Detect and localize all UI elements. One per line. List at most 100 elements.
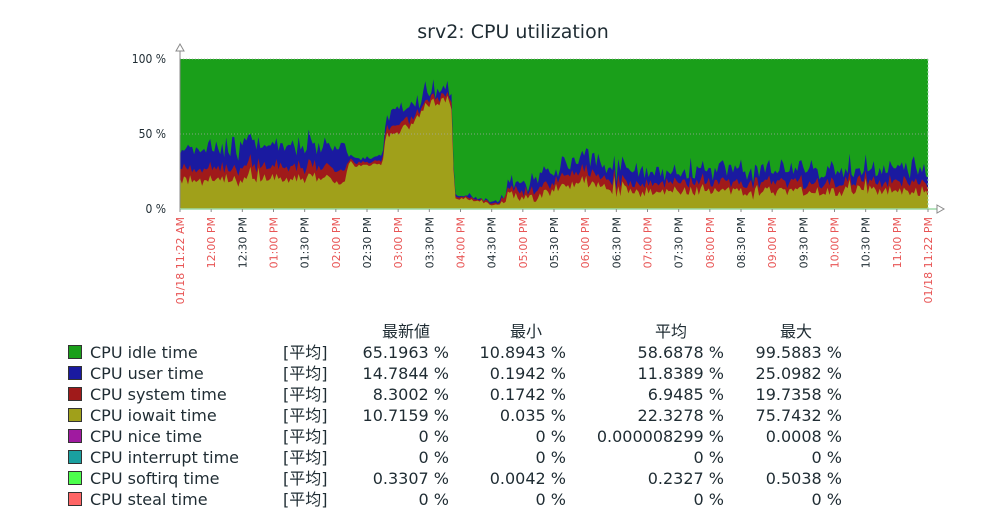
legend-function: [平均] (283, 469, 328, 488)
x-axis-arrow (936, 204, 946, 214)
x-tick-label: 05:00 PM (517, 217, 530, 268)
series-iowait-area (180, 95, 928, 209)
legend-last-value: 14.7844 % (362, 364, 449, 383)
x-tick-label: 07:00 PM (642, 217, 655, 268)
legend-row: CPU system time [平均] 8.3002 % 0.1742 % 6.948… (66, 384, 866, 405)
legend-min-value: 0 % (535, 490, 566, 509)
x-tick-label: 06:30 PM (610, 217, 623, 268)
x-tick-label: 02:30 PM (361, 217, 374, 268)
legend-avg-value: 0 % (693, 448, 724, 467)
y-tick-label: 100 % (132, 52, 166, 66)
legend-last-value: 10.7159 % (362, 406, 449, 425)
x-tick-label: 04:00 PM (455, 217, 468, 268)
legend-function: [平均] (283, 343, 328, 362)
legend-row: CPU user time [平均] 14.7844 % 0.1942 % 11.838… (66, 363, 866, 384)
chart-title: srv2: CPU utilization (417, 21, 609, 43)
legend-swatch (68, 366, 82, 380)
x-tick-label: 12:30 PM (236, 217, 249, 268)
x-tick-label: 09:30 PM (797, 217, 810, 268)
x-tick-label: 01:30 PM (299, 217, 312, 268)
legend-min-value: 0.0042 % (489, 469, 566, 488)
x-tick-label: 04:30 PM (486, 217, 499, 268)
legend-last-value: 0 % (418, 427, 449, 446)
legend-avg-value: 0 % (693, 490, 724, 509)
legend-avg-value: 0.000008299 % (596, 427, 724, 446)
legend-min-value: 0 % (535, 427, 566, 446)
y-axis-arrow (175, 42, 185, 52)
header-max: 最大 (779, 322, 812, 341)
legend-swatch (68, 408, 82, 422)
cpu-utilization-chart: srv2: CPU utilization 100 % 50 % 0 % 01/18 … (132, 21, 946, 304)
legend-series-name: CPU system time (90, 385, 227, 404)
legend-avg-value: 22.3278 % (637, 406, 724, 425)
legend-series-name: CPU steal time (90, 490, 208, 509)
x-tick-label: 06:00 PM (579, 217, 592, 268)
legend-rows: CPU idle time [平均] 65.1963 % 10.8943 % 58.68… (66, 342, 866, 510)
legend-row: CPU steal time [平均] 0 % 0 % 0 % 0 % (66, 489, 866, 510)
legend-max-value: 0.5038 % (765, 469, 842, 488)
header-avg: 平均 (654, 322, 687, 341)
legend-min-value: 10.8943 % (479, 343, 566, 362)
legend-function: [平均] (283, 490, 328, 509)
plot-area (180, 59, 928, 210)
legend-last-value: 0 % (418, 490, 449, 509)
header-last: 最新値 (381, 322, 430, 341)
x-tick-label: 07:30 PM (673, 217, 686, 268)
legend-series-name: CPU idle time (90, 343, 198, 362)
x-tick-label: 10:30 PM (860, 217, 873, 268)
legend-series-name: CPU user time (90, 364, 204, 383)
x-tick-label: 03:00 PM (392, 217, 405, 268)
legend-last-value: 0.3307 % (372, 469, 449, 488)
legend-last-value: 0 % (418, 448, 449, 467)
legend-function: [平均] (283, 427, 328, 446)
x-tick-label: 08:30 PM (735, 217, 748, 268)
x-tick-label: 10:00 PM (829, 217, 842, 268)
legend-min-value: 0.035 % (499, 406, 566, 425)
legend: 最新値 最小 平均 最大 CPU idle time [平均] 65.1963 % 1… (66, 321, 866, 510)
legend-row: CPU nice time [平均] 0 % 0 % 0.000008299 % 0.00… (66, 426, 866, 447)
legend-header: 最新値 最小 平均 最大 (66, 321, 866, 342)
legend-avg-value: 0.2327 % (647, 469, 724, 488)
legend-row: CPU softirq time [平均] 0.3307 % 0.0042 % 0.23… (66, 468, 866, 489)
legend-last-value: 8.3002 % (372, 385, 449, 404)
legend-min-value: 0.1742 % (489, 385, 566, 404)
x-tick-label: 12:00 PM (205, 217, 218, 268)
legend-swatch (68, 429, 82, 443)
legend-min-value: 0 % (535, 448, 566, 467)
x-tick-label: 11:00 PM (891, 217, 904, 268)
legend-avg-value: 6.9485 % (647, 385, 724, 404)
y-tick-label: 50 % (139, 127, 166, 141)
legend-series-name: CPU iowait time (90, 406, 217, 425)
legend-swatch (68, 387, 82, 401)
legend-row: CPU interrupt time [平均] 0 % 0 % 0 % 0 % (66, 447, 866, 468)
x-tick-label: 05:30 PM (548, 217, 561, 268)
legend-max-value: 0.0008 % (765, 427, 842, 446)
legend-avg-value: 11.8389 % (637, 364, 724, 383)
x-tick-label: 09:00 PM (766, 217, 779, 268)
legend-series-name: CPU softirq time (90, 469, 220, 488)
legend-function: [平均] (283, 448, 328, 467)
legend-max-value: 0 % (811, 448, 842, 467)
x-tick-label: 01:00 PM (268, 217, 281, 268)
x-tick-label: 01/18 11:22 PM (922, 217, 935, 304)
legend-min-value: 0.1942 % (489, 364, 566, 383)
axes: 100 % 50 % 0 % 01/18 11:22 AM 12:00 PM 12:30 … (132, 42, 946, 304)
legend-function: [平均] (283, 385, 328, 404)
legend-max-value: 25.0982 % (755, 364, 842, 383)
legend-function: [平均] (283, 364, 328, 383)
legend-function: [平均] (283, 406, 328, 425)
legend-series-name: CPU nice time (90, 427, 203, 446)
y-tick-label: 0 % (145, 202, 166, 216)
x-tick-label: 03:30 PM (423, 217, 436, 268)
header-min: 最小 (509, 322, 542, 341)
legend-swatch (68, 345, 82, 359)
legend-row: CPU idle time [平均] 65.1963 % 10.8943 % 58.68… (66, 342, 866, 363)
legend-max-value: 0 % (811, 490, 842, 509)
legend-max-value: 99.5883 % (755, 343, 842, 362)
x-tick-label: 02:00 PM (330, 217, 343, 268)
legend-swatch (68, 450, 82, 464)
legend-max-value: 19.7358 % (755, 385, 842, 404)
legend-max-value: 75.7432 % (755, 406, 842, 425)
legend-avg-value: 58.6878 % (637, 343, 724, 362)
legend-series-name: CPU interrupt time (90, 448, 239, 467)
